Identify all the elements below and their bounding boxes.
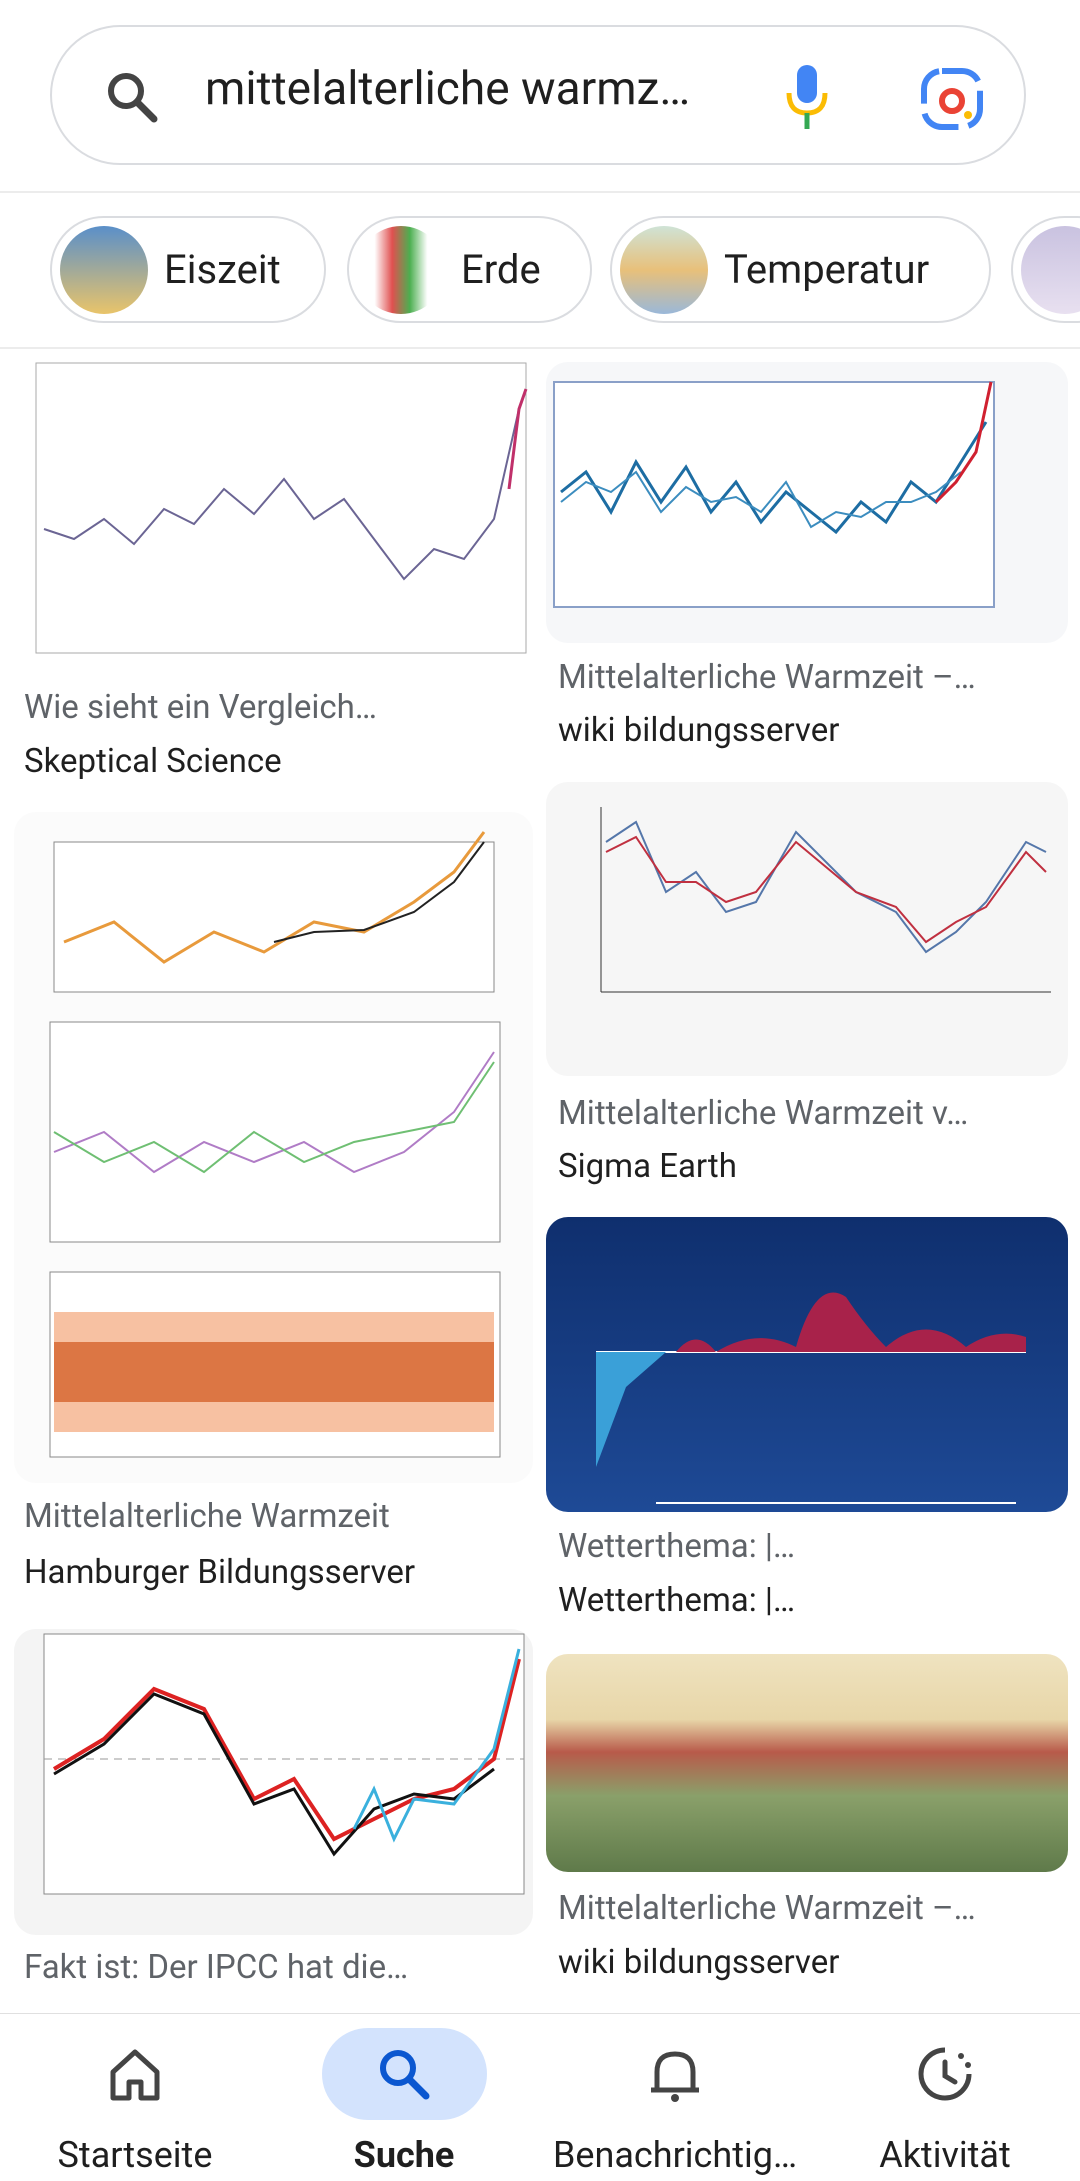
result-image[interactable] [546, 362, 1068, 643]
nav-label[interactable]: Benachrichtig… [552, 2134, 798, 2176]
nav-label[interactable]: Aktivität [879, 2134, 1011, 2176]
lens-icon[interactable] [920, 67, 984, 131]
bell-icon[interactable] [645, 2044, 705, 2104]
chip[interactable] [1011, 216, 1080, 323]
result-title[interactable]: Fakt ist: Der IPCC hat die… [24, 1948, 409, 1987]
result-source: wiki bildungsserver [558, 1943, 840, 1982]
chip-label: Temperatur [724, 246, 930, 293]
chip-thumb [620, 226, 708, 314]
divider [0, 191, 1080, 193]
bottom-nav [0, 2014, 1080, 2181]
result-image[interactable] [14, 349, 533, 668]
nav-label[interactable]: Startseite [57, 2134, 213, 2176]
search-nav-icon[interactable] [374, 2044, 434, 2104]
active-pill [322, 2028, 487, 2120]
result-title[interactable]: Mittelalterliche Warmzeit –… [558, 658, 976, 697]
thumbnail [35, 362, 528, 654]
mic-icon[interactable] [782, 63, 832, 133]
home-icon[interactable] [105, 2044, 165, 2104]
result-image[interactable] [14, 1629, 533, 1935]
chip-label: Erde [461, 246, 541, 293]
divider [0, 347, 1080, 349]
result-image[interactable] [14, 812, 533, 1483]
result-source: Sigma Earth [558, 1147, 737, 1186]
chip-label: Eiszeit [164, 246, 281, 293]
thumbnail [596, 1292, 1026, 1504]
search-icon [108, 73, 158, 123]
thumbnail [553, 381, 995, 608]
result-source: Skeptical Science [24, 742, 282, 781]
chip-thumb [357, 226, 445, 314]
nav-label[interactable]: Suche [353, 2134, 455, 2176]
result-title[interactable]: Mittelalterliche Warmzeit [24, 1497, 390, 1536]
thumbnail [43, 1633, 525, 1895]
result-title[interactable]: Wie sieht ein Vergleich… [24, 688, 377, 727]
result-title[interactable]: Mittelalterliche Warmzeit –… [558, 1889, 976, 1928]
thumbnail [49, 831, 501, 1458]
result-source: Hamburger Bildungsserver [24, 1553, 416, 1592]
chip-thumb [1021, 226, 1080, 314]
chip[interactable]: Erde [347, 216, 592, 323]
result-source: Wetterthema: |… [558, 1581, 796, 1620]
chip-thumb [60, 226, 148, 314]
search-bar[interactable] [50, 25, 1026, 165]
chip[interactable]: Temperatur [610, 216, 991, 323]
search-query[interactable]: mittelalterliche warmz… [205, 62, 691, 116]
result-image[interactable] [546, 782, 1068, 1076]
result-image[interactable] [546, 1654, 1068, 1872]
result-source: wiki bildungsserver [558, 711, 840, 750]
activity-icon[interactable] [915, 2044, 975, 2104]
chip[interactable]: Eiszeit [50, 216, 326, 323]
result-title[interactable]: Wetterthema: |… [558, 1527, 796, 1566]
thumbnail [600, 807, 1051, 993]
result-title[interactable]: Mittelalterliche Warmzeit v… [558, 1094, 969, 1133]
result-image[interactable] [546, 1217, 1068, 1512]
